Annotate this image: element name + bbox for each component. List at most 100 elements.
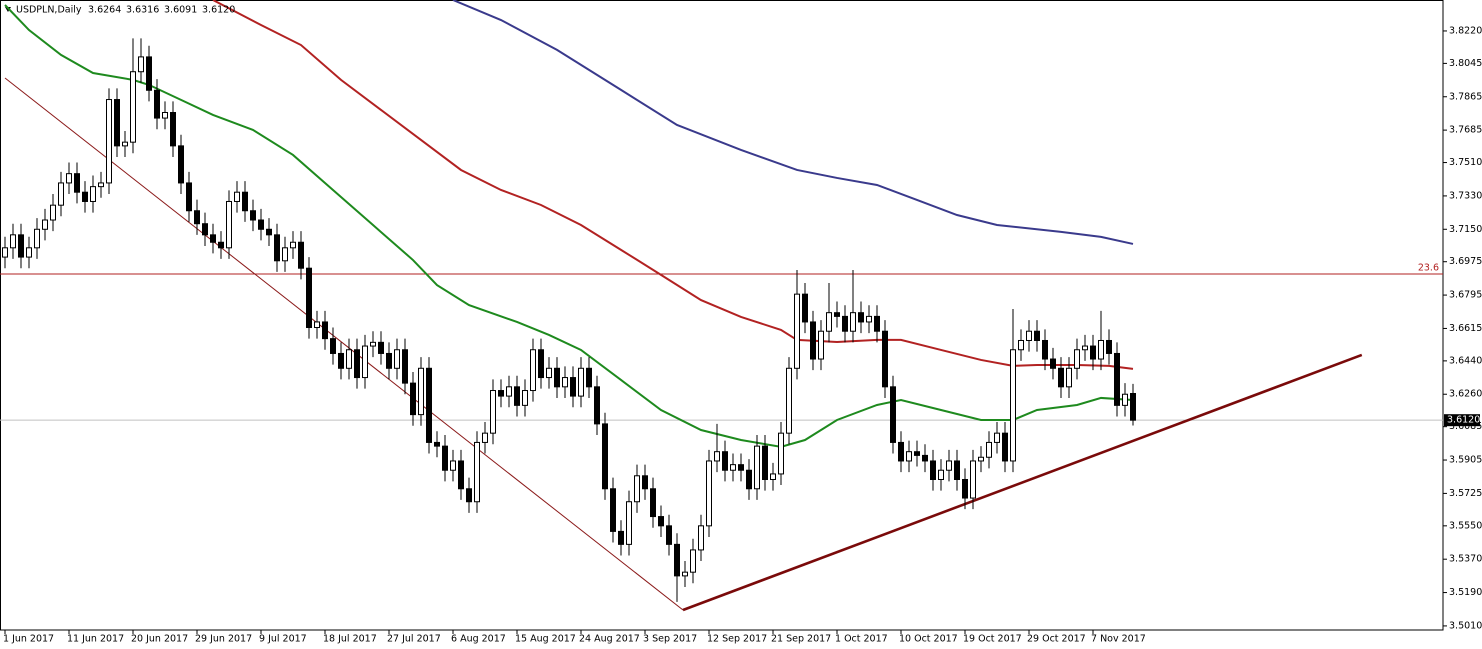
candle-body <box>642 475 648 490</box>
candle-body <box>954 460 960 480</box>
candle-body <box>458 460 464 490</box>
candle-body <box>1082 345 1088 351</box>
y-tick-label: 3.6260 <box>1449 389 1482 400</box>
x-tick-label: 12 Sep 2017 <box>707 634 767 645</box>
candle-body <box>1026 330 1032 341</box>
candle-body <box>618 530 624 545</box>
candle-body <box>298 241 304 269</box>
candle-body <box>858 312 864 323</box>
candle-body <box>434 441 440 447</box>
candle-body <box>810 321 816 360</box>
candle-body <box>1058 367 1064 388</box>
x-tick-label: 9 Jul 2017 <box>259 634 307 645</box>
candle-body <box>154 89 160 119</box>
candle-body <box>18 234 24 258</box>
x-tick-label: 27 Jul 2017 <box>387 634 441 645</box>
candle-body <box>290 241 296 249</box>
candle-body <box>610 488 616 532</box>
candle-body <box>818 330 824 360</box>
candle-body <box>490 390 496 434</box>
x-tick-label: 24 Aug 2017 <box>579 634 640 645</box>
x-tick-label: 15 Aug 2017 <box>515 634 576 645</box>
y-tick-label: 3.7685 <box>1449 125 1482 136</box>
candle-body <box>66 173 72 184</box>
candle-body <box>514 386 520 406</box>
candle-body <box>1018 339 1024 351</box>
candle-body <box>786 367 792 434</box>
candle-body <box>306 267 312 329</box>
candle-body <box>394 349 400 369</box>
x-tick-label: 1 Jun 2017 <box>3 634 54 645</box>
candle-body <box>890 386 896 443</box>
candle-body <box>202 223 208 236</box>
candle-body <box>370 341 376 347</box>
moving-average <box>4 4 1134 448</box>
candle-body <box>970 460 976 499</box>
candle-body <box>994 432 1000 443</box>
candle-body <box>498 390 504 397</box>
candle-body <box>130 71 136 143</box>
candle-body <box>634 475 640 503</box>
y-tick-label: 3.8045 <box>1449 58 1482 69</box>
candle-body <box>2 247 8 258</box>
candle-body <box>90 186 96 202</box>
price-tag <box>1444 414 1480 427</box>
candle-body <box>1090 345 1096 360</box>
candle-body <box>386 352 392 369</box>
x-tick-label: 29 Oct 2017 <box>1027 634 1086 645</box>
candle-body <box>730 464 736 471</box>
candle-body <box>698 525 704 551</box>
candle-body <box>842 315 848 332</box>
candle-body <box>626 501 632 545</box>
candle-body <box>1002 432 1008 462</box>
candle-body <box>826 312 832 332</box>
candle-body <box>778 432 784 475</box>
y-tick-label: 3.8220 <box>1449 25 1482 36</box>
x-tick-label: 29 Jun 2017 <box>195 634 252 645</box>
candle-body <box>770 473 776 480</box>
plot-frame <box>0 0 1444 631</box>
x-tick-label: 20 Jun 2017 <box>131 634 188 645</box>
candle-body <box>82 191 88 202</box>
candle-body <box>578 367 584 397</box>
candle-body <box>114 99 120 147</box>
chart-title: USDPLN,Daily <box>16 5 82 16</box>
y-tick-label: 3.7330 <box>1449 190 1482 201</box>
candle-body <box>418 367 424 416</box>
y-tick-label: 3.6795 <box>1449 290 1482 301</box>
candle-body <box>146 56 152 91</box>
candle-body <box>666 525 672 545</box>
candle-body <box>322 321 328 340</box>
candle-body <box>74 173 80 193</box>
candle-body <box>42 219 48 230</box>
candle-body <box>242 191 248 212</box>
candle-body <box>962 478 968 499</box>
candle-body <box>506 386 512 397</box>
y-tick-label: 3.7510 <box>1449 157 1482 168</box>
candle-body <box>1034 330 1040 341</box>
ohlc-label: 3.6316 <box>126 5 159 16</box>
candle-body <box>986 441 992 458</box>
candle-body <box>10 234 16 249</box>
trendline <box>4 77 684 611</box>
candle-body <box>754 445 760 490</box>
candle-body <box>346 349 352 369</box>
candle-body <box>106 99 112 184</box>
candle-body <box>234 191 240 202</box>
candle-body <box>178 145 184 184</box>
candle-body <box>650 488 656 518</box>
candle-body <box>58 182 64 206</box>
y-tick-label: 3.7150 <box>1449 224 1482 235</box>
y-tick-label: 3.6615 <box>1449 323 1482 334</box>
y-tick-label: 3.7865 <box>1449 91 1482 102</box>
candle-body <box>850 312 856 332</box>
moving-average <box>452 0 1134 245</box>
y-tick-label: 3.6975 <box>1449 256 1482 267</box>
candle-body <box>410 382 416 416</box>
candle-body <box>1050 358 1056 369</box>
candle-body <box>1106 339 1112 354</box>
candle-body <box>474 441 480 503</box>
candle-body <box>682 571 688 577</box>
candle-body <box>674 543 680 577</box>
candle-body <box>794 293 800 369</box>
